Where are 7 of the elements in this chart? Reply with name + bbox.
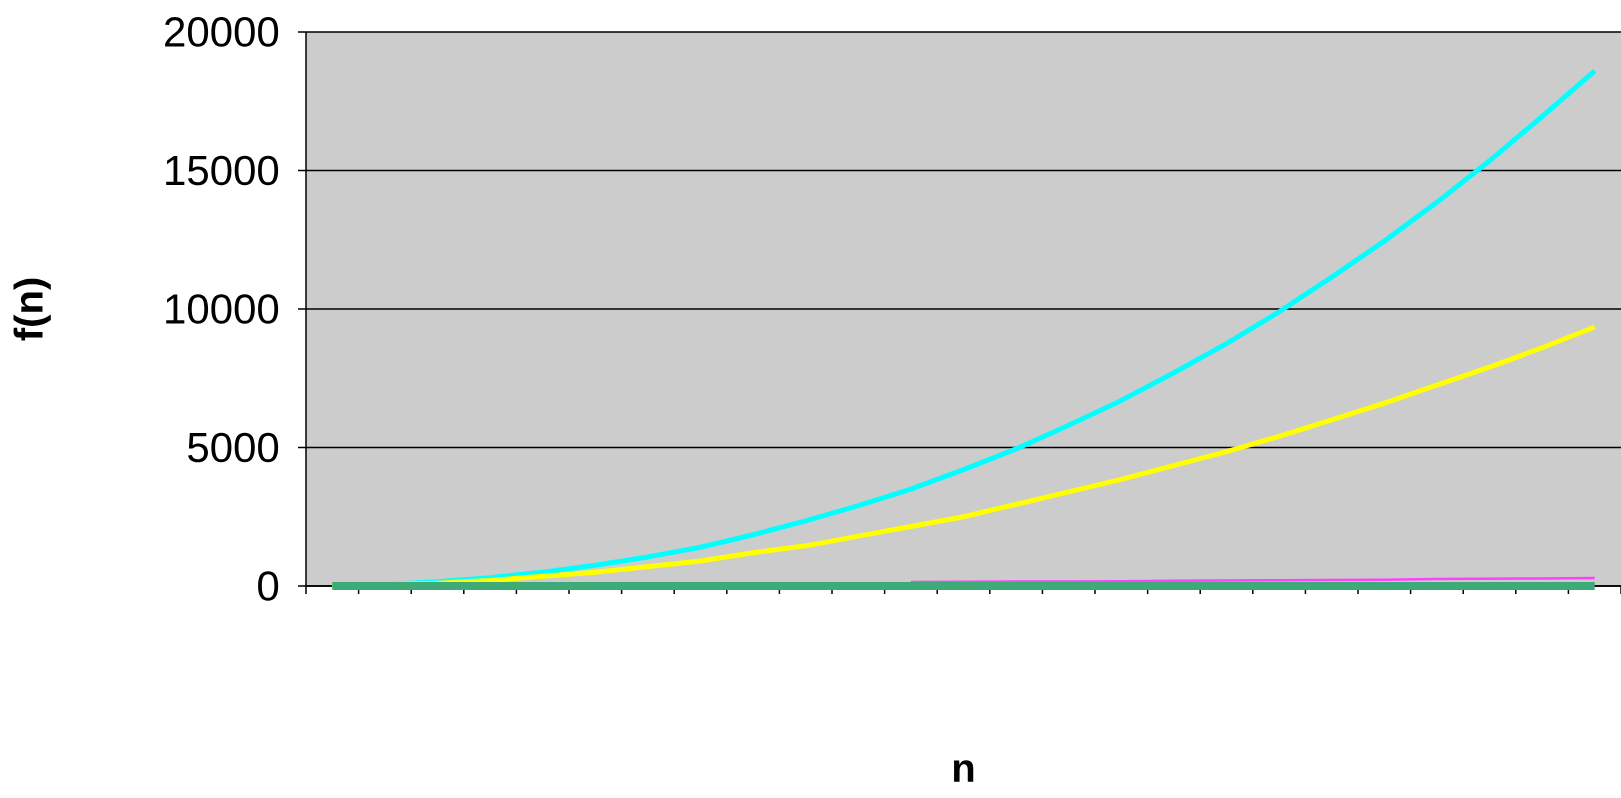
y-tick-label: 0 [258,571,279,601]
y-tick-label: 20000 [165,17,279,47]
x-axis-title: n [953,760,974,782]
y-tick-label: 10000 [166,294,279,324]
y-tick-label: 5000 [188,432,279,463]
y-axis-title: f(n) [13,278,51,341]
y-tick-label: 15000 [166,155,279,186]
